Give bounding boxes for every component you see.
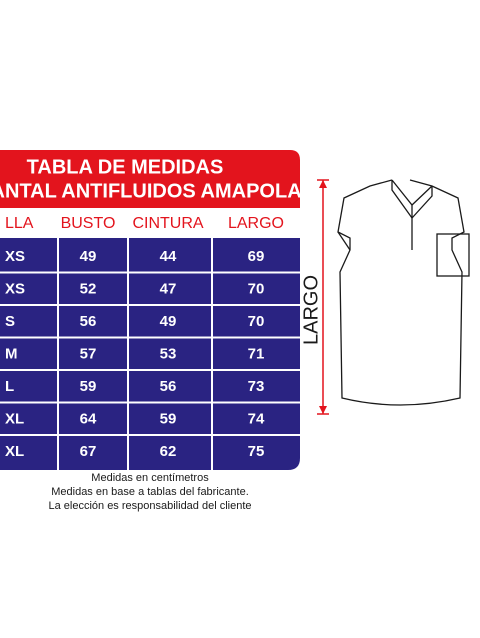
measure-value: 64 [80,411,97,428]
column-header: BUSTO [61,215,116,232]
note: Medidas en base a tablas del fabricante. [51,486,249,498]
header-box [0,150,300,208]
measure-value: 73 [248,378,265,395]
measure-value: 75 [248,443,265,460]
measure-value: 56 [160,378,177,395]
table-cells: LLA BUSTO CINTURA LARGO XS 49 44 69 XS 52 47 70 S 56 4… [0,208,300,470]
measure-value: 74 [248,411,265,428]
measure-value: 56 [80,313,97,330]
size-label: XL [5,443,24,460]
size-label: M [5,346,18,363]
length-label: LARGO [300,275,322,345]
size-label: XS [5,248,25,265]
measure-value: 47 [160,281,177,298]
measure-value: 59 [80,378,97,395]
length-dimension [317,179,329,415]
header-row [0,208,300,238]
table-title: TABLA DE MEDIDAS [27,156,224,178]
measure-value: 69 [248,248,265,265]
note: Medidas en centímetros [91,472,209,484]
note: La elección es responsabilidad del clien… [48,500,251,512]
measure-value: 52 [80,281,97,298]
measure-value: 71 [248,346,265,363]
measure-value: 62 [160,443,177,460]
measure-value: 57 [80,346,97,363]
measure-value: 67 [80,443,97,460]
measure-value: 59 [160,411,177,428]
column-header: LLA [5,215,34,232]
size-label: XL [5,411,24,428]
shirt-drawing [337,179,470,406]
size-label: XS [5,281,25,298]
measure-value: 49 [80,248,97,265]
measure-value: 70 [248,281,265,298]
measure-value: 70 [248,313,265,330]
measure-value: 44 [160,248,177,265]
measure-value: 49 [160,313,177,330]
measure-value: 53 [160,346,177,363]
size-label: L [5,378,14,395]
table-body [0,238,300,470]
column-header: CINTURA [132,215,203,232]
notes: Medidas en centímetros Medidas en base a … [48,472,251,512]
column-header: LARGO [228,215,284,232]
table-subtitle: LANTAL ANTIFLUIDOS AMAPOLA [0,180,302,202]
size-label: S [5,313,15,330]
